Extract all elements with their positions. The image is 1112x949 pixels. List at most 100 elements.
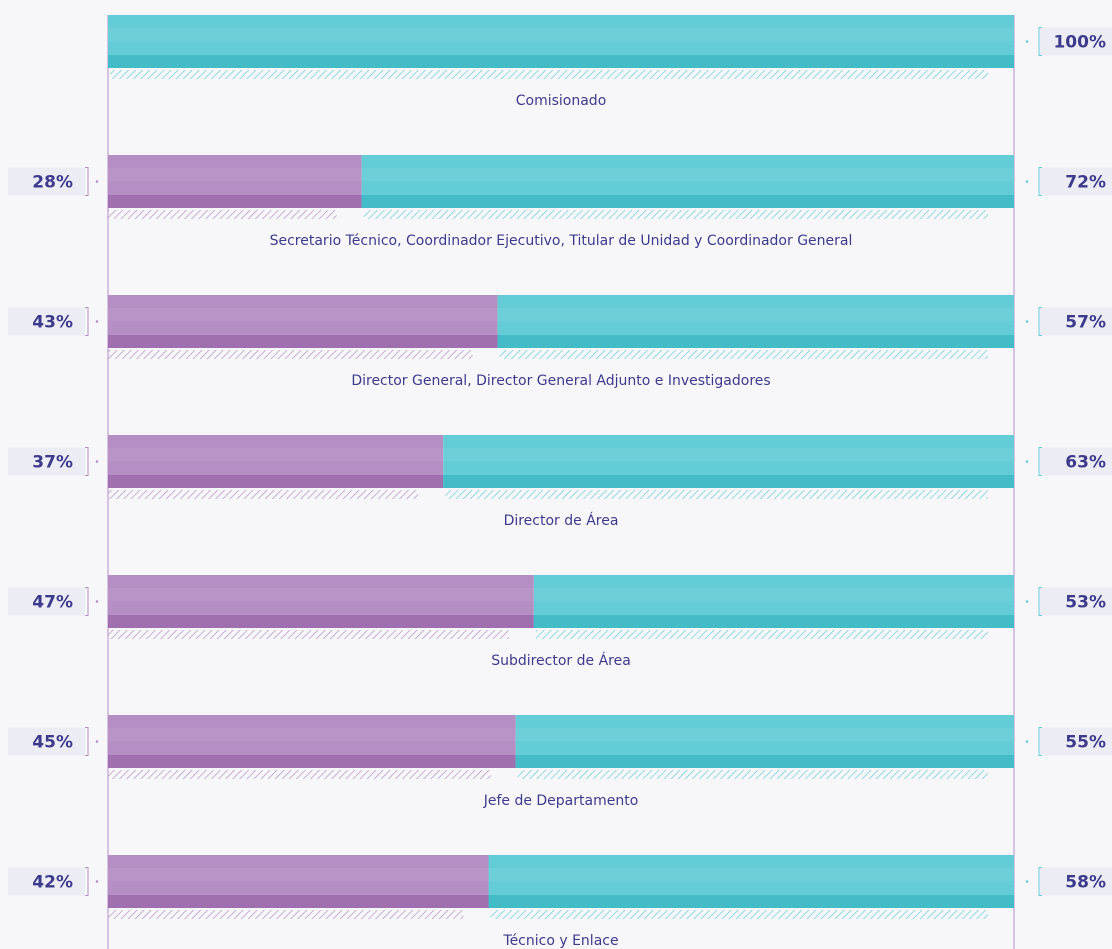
bar-shade <box>443 475 1015 488</box>
hatch <box>108 490 419 499</box>
hatch <box>108 770 491 779</box>
label-box <box>8 727 85 756</box>
label-box <box>8 867 85 896</box>
value-label: 47% <box>32 593 73 613</box>
bar-shade <box>515 728 1014 741</box>
hatch <box>445 490 989 499</box>
label-bracket <box>85 587 89 616</box>
category-label: Secretario Técnico, Coordinador Ejecutiv… <box>270 233 853 249</box>
bar-shade <box>443 448 1015 461</box>
bar-shade <box>108 308 498 321</box>
label-bracket <box>1038 27 1042 56</box>
bar-shade <box>497 335 1015 348</box>
bar-shade <box>108 55 1014 68</box>
hatch <box>517 770 988 779</box>
hatch <box>108 210 337 219</box>
dot <box>95 880 99 883</box>
dot <box>1025 40 1029 43</box>
bar-shade <box>488 895 1014 908</box>
value-label: 28% <box>32 173 73 193</box>
label-box <box>1040 727 1112 756</box>
label-bracket <box>85 167 89 196</box>
category-label: Técnico y Enlace <box>502 933 618 949</box>
bar-shade <box>108 615 534 628</box>
label-bracket <box>85 867 89 896</box>
label-bracket <box>1038 307 1042 336</box>
bar-shade <box>108 868 489 881</box>
value-label: 43% <box>32 313 73 333</box>
value-label: 63% <box>1065 453 1106 473</box>
bar-shade <box>108 28 1014 41</box>
label-bracket <box>1038 447 1042 476</box>
label-box <box>1040 867 1112 896</box>
bar-shade <box>108 168 362 181</box>
category-label: Director General, Director General Adjun… <box>351 373 770 389</box>
value-label: 55% <box>1065 733 1106 753</box>
hatch <box>108 910 464 919</box>
label-box <box>8 167 85 196</box>
dot <box>95 180 99 183</box>
dot <box>1025 880 1029 883</box>
dot <box>1025 460 1029 463</box>
dot <box>95 740 99 743</box>
value-label: 53% <box>1065 593 1106 613</box>
dot <box>1025 320 1029 323</box>
bar-shade <box>533 588 1014 601</box>
bar-shade <box>108 755 516 768</box>
label-box <box>8 587 85 616</box>
category-label: Subdirector de Área <box>491 652 631 669</box>
value-label: 58% <box>1065 873 1106 893</box>
hatch <box>108 630 509 639</box>
dot <box>95 320 99 323</box>
label-box <box>1040 307 1112 336</box>
label-box <box>1040 447 1112 476</box>
label-bracket <box>85 727 89 756</box>
label-bracket <box>1038 167 1042 196</box>
label-box <box>1040 587 1112 616</box>
value-label: 72% <box>1065 173 1106 193</box>
value-label: 57% <box>1065 313 1106 333</box>
value-label: 37% <box>32 453 73 473</box>
hatch <box>110 70 988 79</box>
hatch <box>108 350 473 359</box>
label-box <box>8 307 85 336</box>
bar-shade <box>108 475 444 488</box>
label-box <box>8 447 85 476</box>
bar-shade <box>361 168 1014 181</box>
bar-shade <box>361 195 1014 208</box>
bar-shade <box>108 728 516 741</box>
label-bracket <box>1038 587 1042 616</box>
label-bracket <box>1038 727 1042 756</box>
category-label: Comisionado <box>516 93 607 109</box>
value-label: 45% <box>32 733 73 753</box>
bar-shade <box>108 895 489 908</box>
label-bracket <box>85 447 89 476</box>
hatch <box>499 350 988 359</box>
label-bracket <box>1038 867 1042 896</box>
bar-shade <box>108 588 534 601</box>
bar-shade <box>515 755 1014 768</box>
bar-shade <box>108 448 444 461</box>
value-label: 100% <box>1053 33 1106 53</box>
value-label: 42% <box>32 873 73 893</box>
dot <box>95 460 99 463</box>
bar-shade <box>108 335 498 348</box>
hatch <box>535 630 988 639</box>
category-label: Jefe de Departamento <box>483 793 639 809</box>
label-bracket <box>85 307 89 336</box>
dot <box>1025 180 1029 183</box>
dot <box>1025 740 1029 743</box>
hatch <box>363 210 988 219</box>
label-box <box>1040 27 1112 56</box>
dot <box>1025 600 1029 603</box>
bar-shade <box>108 195 362 208</box>
label-box <box>1040 167 1112 196</box>
hatch <box>490 910 988 919</box>
dot <box>95 600 99 603</box>
bar-shade <box>488 868 1014 881</box>
bar-shade <box>533 615 1014 628</box>
bar-shade <box>497 308 1015 321</box>
category-label: Director de Área <box>504 512 619 529</box>
